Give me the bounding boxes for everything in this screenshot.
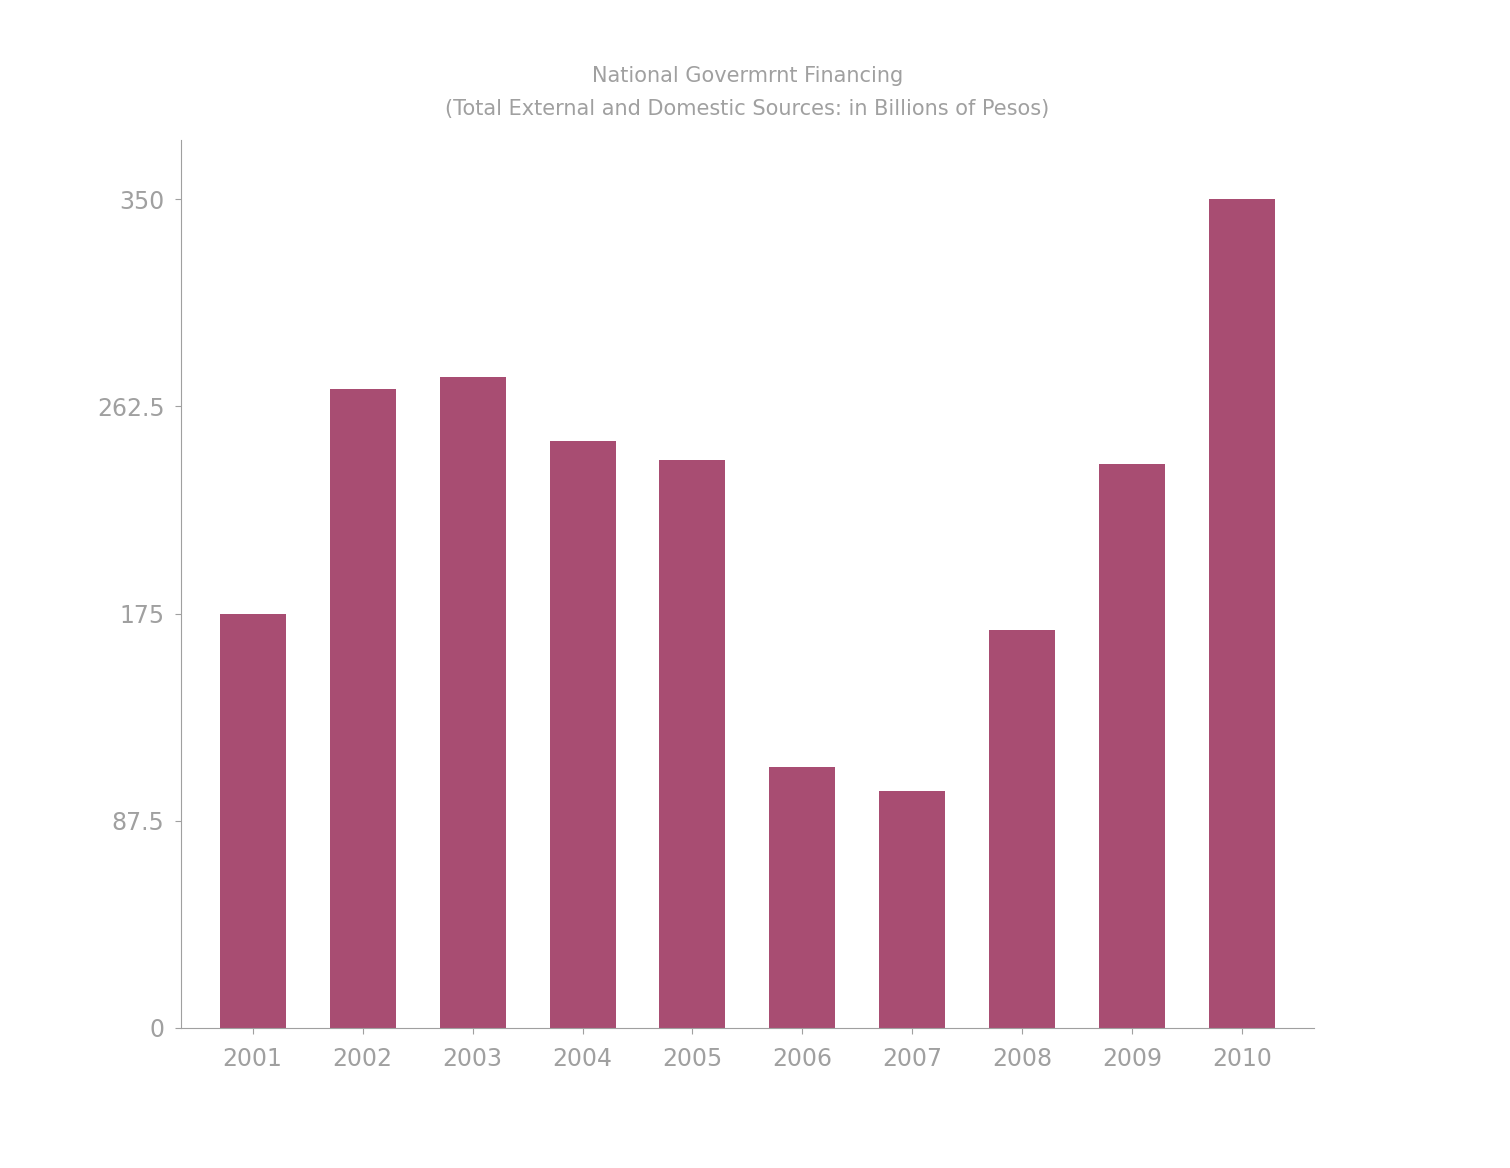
Bar	[660, 460, 725, 1028]
Bar	[550, 440, 616, 1028]
Bar	[1210, 200, 1276, 1028]
Bar	[989, 631, 1055, 1028]
Bar	[770, 767, 835, 1028]
Bar	[879, 791, 945, 1028]
Bar	[329, 389, 396, 1028]
Title: National Govermrnt Financing
(Total External and Domestic Sources: in Billions o: National Govermrnt Financing (Total Exte…	[445, 67, 1049, 119]
Bar	[439, 377, 506, 1028]
Bar	[1099, 465, 1166, 1028]
Bar	[219, 613, 285, 1028]
